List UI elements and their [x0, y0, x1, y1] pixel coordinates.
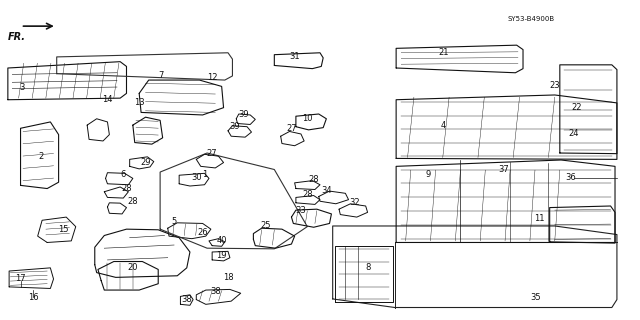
- Text: 4: 4: [441, 121, 446, 130]
- Text: 9: 9: [425, 170, 431, 179]
- Text: 5: 5: [172, 217, 177, 226]
- Text: 30: 30: [191, 173, 202, 182]
- Text: 3: 3: [19, 83, 24, 92]
- Text: 10: 10: [302, 114, 312, 123]
- Text: 18: 18: [223, 273, 234, 282]
- Text: 13: 13: [134, 99, 145, 108]
- Text: 29: 29: [140, 158, 151, 167]
- Text: 28: 28: [308, 174, 319, 184]
- Text: 39: 39: [229, 122, 239, 131]
- Text: 33: 33: [296, 206, 307, 215]
- Text: 27: 27: [286, 124, 297, 133]
- Text: 31: 31: [289, 52, 300, 61]
- Text: 23: 23: [549, 81, 560, 90]
- Text: 39: 39: [239, 109, 249, 118]
- Text: 14: 14: [102, 95, 113, 104]
- Text: 38: 38: [210, 287, 221, 296]
- Text: 28: 28: [302, 190, 312, 199]
- Text: 12: 12: [207, 73, 218, 82]
- Text: 6: 6: [120, 170, 126, 179]
- Text: 16: 16: [28, 293, 38, 302]
- Text: SY53-B4900B: SY53-B4900B: [507, 16, 554, 22]
- Text: 8: 8: [365, 263, 371, 272]
- Text: 11: 11: [534, 214, 544, 223]
- Text: 1: 1: [202, 170, 207, 179]
- Text: 17: 17: [15, 275, 26, 284]
- Text: 25: 25: [261, 220, 271, 229]
- Text: 7: 7: [159, 71, 164, 80]
- Text: 28: 28: [127, 197, 138, 206]
- Text: 24: 24: [568, 129, 579, 138]
- Text: 36: 36: [565, 173, 576, 182]
- Text: 38: 38: [181, 295, 192, 304]
- Text: 21: 21: [438, 48, 449, 57]
- Text: 15: 15: [58, 225, 68, 234]
- Text: 40: 40: [216, 236, 227, 245]
- Text: FR.: FR.: [8, 32, 26, 42]
- Text: 34: 34: [321, 186, 332, 195]
- Text: 19: 19: [216, 251, 227, 260]
- Text: 35: 35: [531, 293, 541, 302]
- Text: 32: 32: [349, 198, 360, 207]
- Text: 28: 28: [121, 184, 132, 193]
- Text: 26: 26: [197, 228, 208, 237]
- Text: 27: 27: [207, 149, 218, 158]
- Text: 22: 22: [572, 103, 582, 112]
- Text: 37: 37: [499, 165, 509, 174]
- Text: 2: 2: [38, 152, 44, 161]
- Text: 20: 20: [127, 263, 138, 272]
